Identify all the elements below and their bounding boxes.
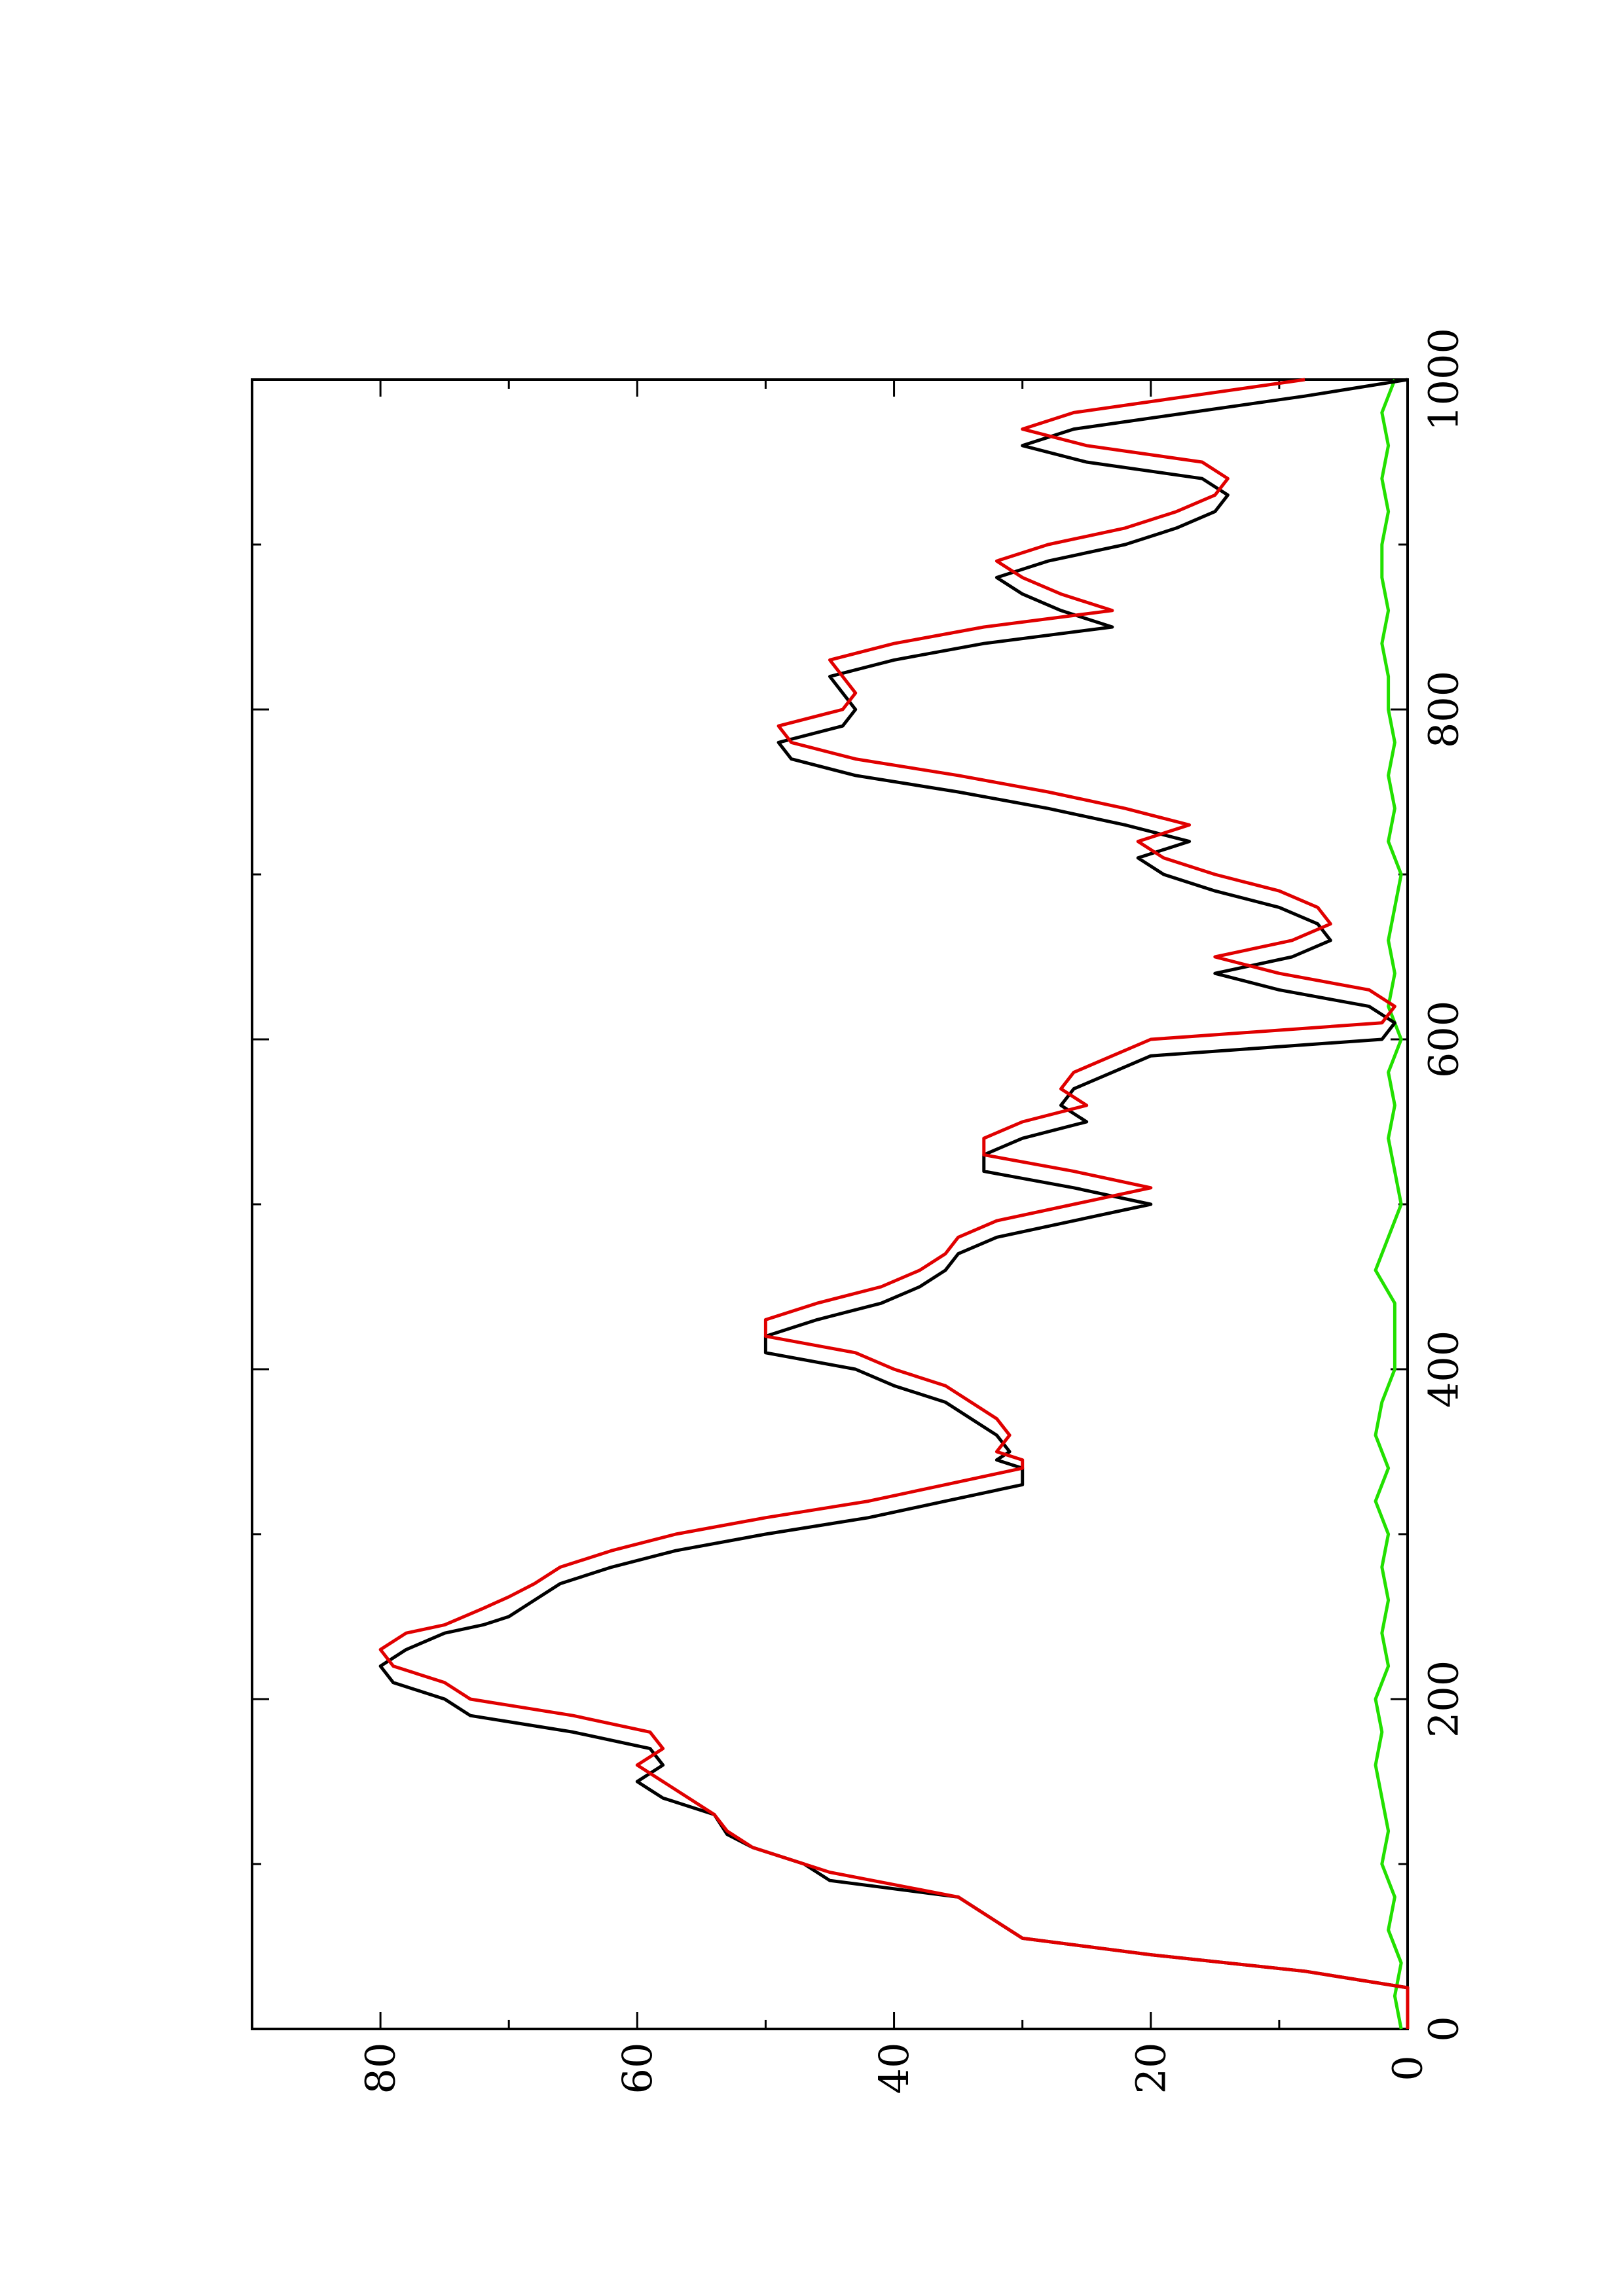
plot-area: 0 200 400 600 800 1000 0 20 40 60 80 xyxy=(251,328,1468,2094)
y-tick-label: 80 xyxy=(357,2043,405,2094)
x-tick-label: 1000 xyxy=(1420,328,1468,431)
series-black-line xyxy=(378,378,1410,2029)
y-tick-label: 20 xyxy=(1127,2043,1175,2094)
x-tick-label: 600 xyxy=(1420,1001,1468,1078)
x-tick-label: 200 xyxy=(1420,1660,1468,1738)
series-green-line xyxy=(1374,379,1403,2030)
x-tick-label: 400 xyxy=(1420,1331,1468,1408)
series-red-line xyxy=(378,378,1410,2029)
x-tick-label: 800 xyxy=(1420,671,1468,748)
plot-frame xyxy=(251,378,1409,2030)
y-tick-label: 40 xyxy=(870,2043,918,2094)
y-tick-label: 0 xyxy=(1384,2055,1432,2081)
y-tick-label: 60 xyxy=(613,2043,661,2094)
x-tick-label: 0 xyxy=(1420,2016,1468,2041)
